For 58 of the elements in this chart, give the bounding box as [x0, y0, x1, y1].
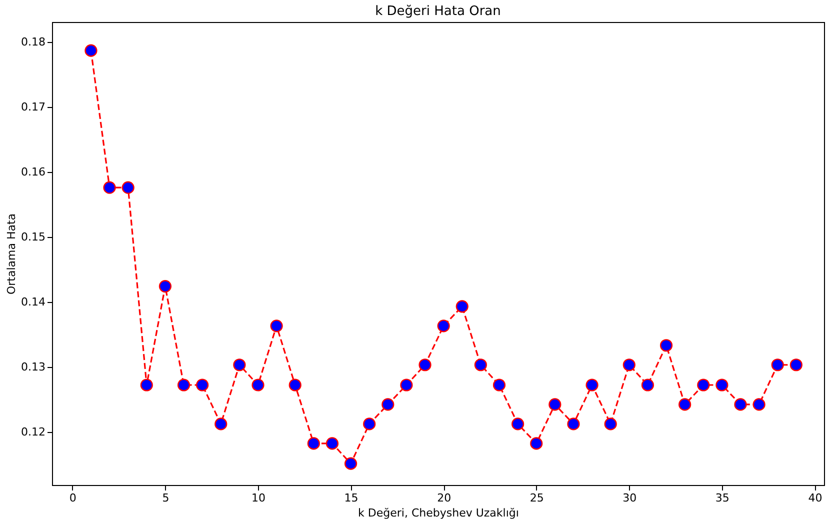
- y-tick-label: 0.17: [21, 100, 46, 114]
- y-axis-title: Ortalama Hata: [5, 213, 18, 295]
- point: [604, 418, 617, 430]
- point: [586, 378, 598, 392]
- x-tick-label: 0: [69, 492, 76, 504]
- y-tick-label: 0.13: [21, 360, 46, 374]
- x-tick-label: 40: [808, 492, 822, 504]
- point: [641, 378, 654, 392]
- point: [344, 457, 358, 470]
- point: [252, 378, 264, 392]
- point: [288, 378, 302, 392]
- point: [418, 358, 432, 372]
- y-tick-label: 0.12: [21, 425, 46, 438]
- point: [437, 320, 450, 332]
- point: [270, 320, 283, 332]
- point: [716, 378, 728, 392]
- point: [84, 44, 98, 57]
- point: [474, 358, 487, 372]
- point: [326, 437, 339, 450]
- point: [382, 398, 394, 411]
- point: [363, 418, 376, 430]
- x-tick-label: 10: [251, 492, 266, 504]
- point: [307, 437, 320, 450]
- y-tick-label: 0.16: [21, 166, 46, 179]
- point: [752, 398, 766, 411]
- x-tick-label: 5: [162, 492, 170, 504]
- point: [548, 398, 562, 411]
- point: [622, 358, 636, 372]
- point: [734, 398, 747, 411]
- point: [790, 358, 802, 372]
- x-tick-label: 15: [344, 492, 358, 504]
- point: [196, 378, 209, 392]
- x-tick-label: 20: [437, 492, 452, 504]
- y-tick-label: 0.18: [21, 36, 46, 49]
- y-tick-label: 0.15: [21, 230, 46, 244]
- x-axis-title: k Değeri, Chebyshev Uzaklığı: [358, 506, 519, 520]
- point: [678, 398, 692, 411]
- x-tick-label: 25: [530, 492, 544, 504]
- x-tick-label: 30: [622, 492, 637, 504]
- point: [492, 378, 506, 392]
- point: [697, 378, 710, 392]
- y-tick-label: 0.14: [21, 295, 46, 308]
- point: [567, 418, 580, 430]
- chart-title: k Değeri Hata Oran: [375, 4, 501, 19]
- point: [122, 181, 134, 194]
- point: [233, 358, 246, 372]
- point: [140, 378, 153, 392]
- point: [103, 181, 116, 194]
- point: [456, 300, 468, 313]
- point: [214, 418, 228, 430]
- point: [660, 339, 673, 352]
- point: [511, 418, 524, 430]
- point: [158, 280, 172, 293]
- point: [771, 358, 784, 372]
- point: [177, 378, 190, 392]
- point: [530, 437, 543, 450]
- point: [400, 378, 413, 392]
- x-tick-label: 35: [715, 492, 730, 504]
